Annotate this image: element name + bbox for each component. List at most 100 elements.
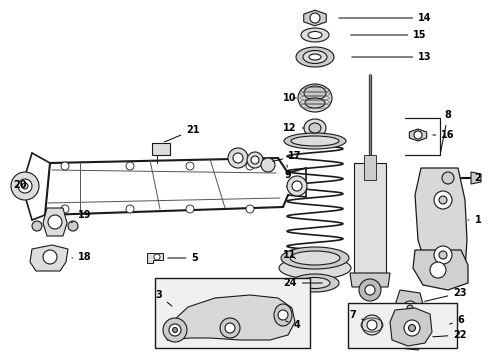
Circle shape	[11, 172, 39, 200]
Polygon shape	[395, 290, 423, 322]
Polygon shape	[43, 208, 67, 236]
Ellipse shape	[273, 304, 291, 326]
Circle shape	[441, 172, 453, 184]
Circle shape	[291, 181, 302, 191]
Circle shape	[402, 301, 416, 315]
Text: 13: 13	[351, 52, 431, 62]
Bar	[353, 163, 385, 273]
Text: 22: 22	[432, 330, 466, 340]
Circle shape	[407, 324, 415, 332]
Circle shape	[261, 158, 274, 172]
Circle shape	[22, 183, 28, 189]
Text: 15: 15	[350, 30, 426, 40]
Ellipse shape	[307, 31, 321, 39]
Ellipse shape	[281, 247, 348, 269]
Polygon shape	[349, 273, 389, 287]
Circle shape	[406, 305, 412, 311]
Circle shape	[403, 320, 419, 336]
Circle shape	[429, 262, 445, 278]
Ellipse shape	[284, 133, 346, 149]
Polygon shape	[303, 10, 325, 26]
Bar	[347, 303, 456, 348]
Ellipse shape	[289, 251, 339, 265]
Circle shape	[402, 329, 418, 345]
Ellipse shape	[308, 123, 320, 133]
Circle shape	[278, 310, 287, 320]
Text: 12: 12	[283, 123, 304, 133]
Text: 19: 19	[71, 210, 92, 222]
Circle shape	[227, 148, 247, 168]
Ellipse shape	[290, 136, 338, 146]
Circle shape	[433, 191, 451, 209]
Circle shape	[68, 221, 78, 231]
Ellipse shape	[304, 119, 325, 137]
Ellipse shape	[295, 47, 333, 67]
Text: 23: 23	[424, 288, 466, 301]
Circle shape	[61, 162, 69, 170]
Circle shape	[232, 153, 243, 163]
Circle shape	[48, 215, 62, 229]
Ellipse shape	[297, 84, 331, 112]
Ellipse shape	[303, 50, 326, 63]
Circle shape	[246, 152, 263, 168]
Circle shape	[407, 334, 413, 340]
Circle shape	[224, 323, 235, 333]
Polygon shape	[30, 245, 68, 271]
Ellipse shape	[279, 257, 350, 279]
Bar	[152, 143, 170, 155]
Text: 8: 8	[440, 110, 450, 152]
Circle shape	[43, 250, 57, 264]
Circle shape	[309, 13, 319, 23]
Circle shape	[438, 196, 446, 204]
Circle shape	[250, 156, 259, 164]
Ellipse shape	[301, 28, 328, 42]
Text: 9: 9	[284, 165, 291, 180]
Ellipse shape	[304, 86, 325, 100]
Polygon shape	[167, 295, 294, 340]
Text: 14: 14	[338, 13, 431, 23]
Circle shape	[413, 131, 421, 139]
Text: 24: 24	[283, 278, 322, 288]
Text: 11: 11	[283, 250, 296, 260]
Circle shape	[366, 320, 376, 330]
Text: 3: 3	[155, 290, 172, 306]
Circle shape	[154, 254, 160, 260]
Circle shape	[126, 162, 134, 170]
Polygon shape	[412, 250, 467, 290]
Polygon shape	[408, 129, 426, 141]
Ellipse shape	[308, 54, 320, 60]
Circle shape	[172, 328, 177, 333]
Text: 20: 20	[13, 180, 27, 190]
Text: 4: 4	[285, 320, 300, 330]
Circle shape	[61, 205, 69, 213]
Ellipse shape	[305, 98, 325, 108]
Polygon shape	[392, 320, 427, 350]
Polygon shape	[414, 168, 466, 278]
Circle shape	[361, 315, 381, 335]
Circle shape	[18, 179, 32, 193]
Text: 6: 6	[448, 315, 464, 325]
Circle shape	[245, 162, 253, 170]
Circle shape	[32, 221, 42, 231]
Polygon shape	[470, 172, 480, 184]
Bar	[155, 278, 309, 348]
Polygon shape	[147, 253, 163, 263]
Circle shape	[358, 279, 380, 301]
Circle shape	[126, 205, 134, 213]
Text: 2: 2	[463, 173, 480, 183]
Text: 17: 17	[272, 151, 301, 161]
Circle shape	[185, 162, 194, 170]
Text: 7: 7	[349, 310, 363, 320]
Circle shape	[220, 318, 240, 338]
Text: 18: 18	[72, 252, 92, 262]
Text: 1: 1	[467, 215, 480, 225]
Bar	[363, 155, 375, 180]
Circle shape	[364, 285, 374, 295]
Circle shape	[245, 205, 253, 213]
Ellipse shape	[290, 274, 338, 292]
Circle shape	[286, 176, 306, 196]
Text: 10: 10	[283, 93, 296, 103]
Text: 16: 16	[432, 130, 454, 140]
Polygon shape	[389, 308, 431, 346]
Circle shape	[438, 251, 446, 259]
